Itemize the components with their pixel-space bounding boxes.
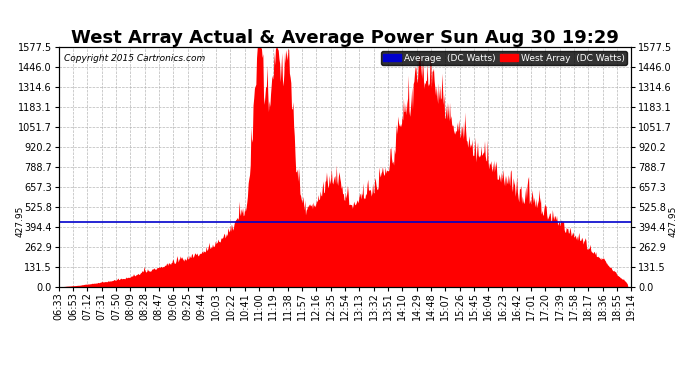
Title: West Array Actual & Average Power Sun Aug 30 19:29: West Array Actual & Average Power Sun Au… [71,29,619,47]
Text: 427.95: 427.95 [15,206,24,237]
Text: Copyright 2015 Cartronics.com: Copyright 2015 Cartronics.com [64,54,206,63]
Legend: Average  (DC Watts), West Array  (DC Watts): Average (DC Watts), West Array (DC Watts… [381,51,627,65]
Text: 427.95: 427.95 [669,206,678,237]
